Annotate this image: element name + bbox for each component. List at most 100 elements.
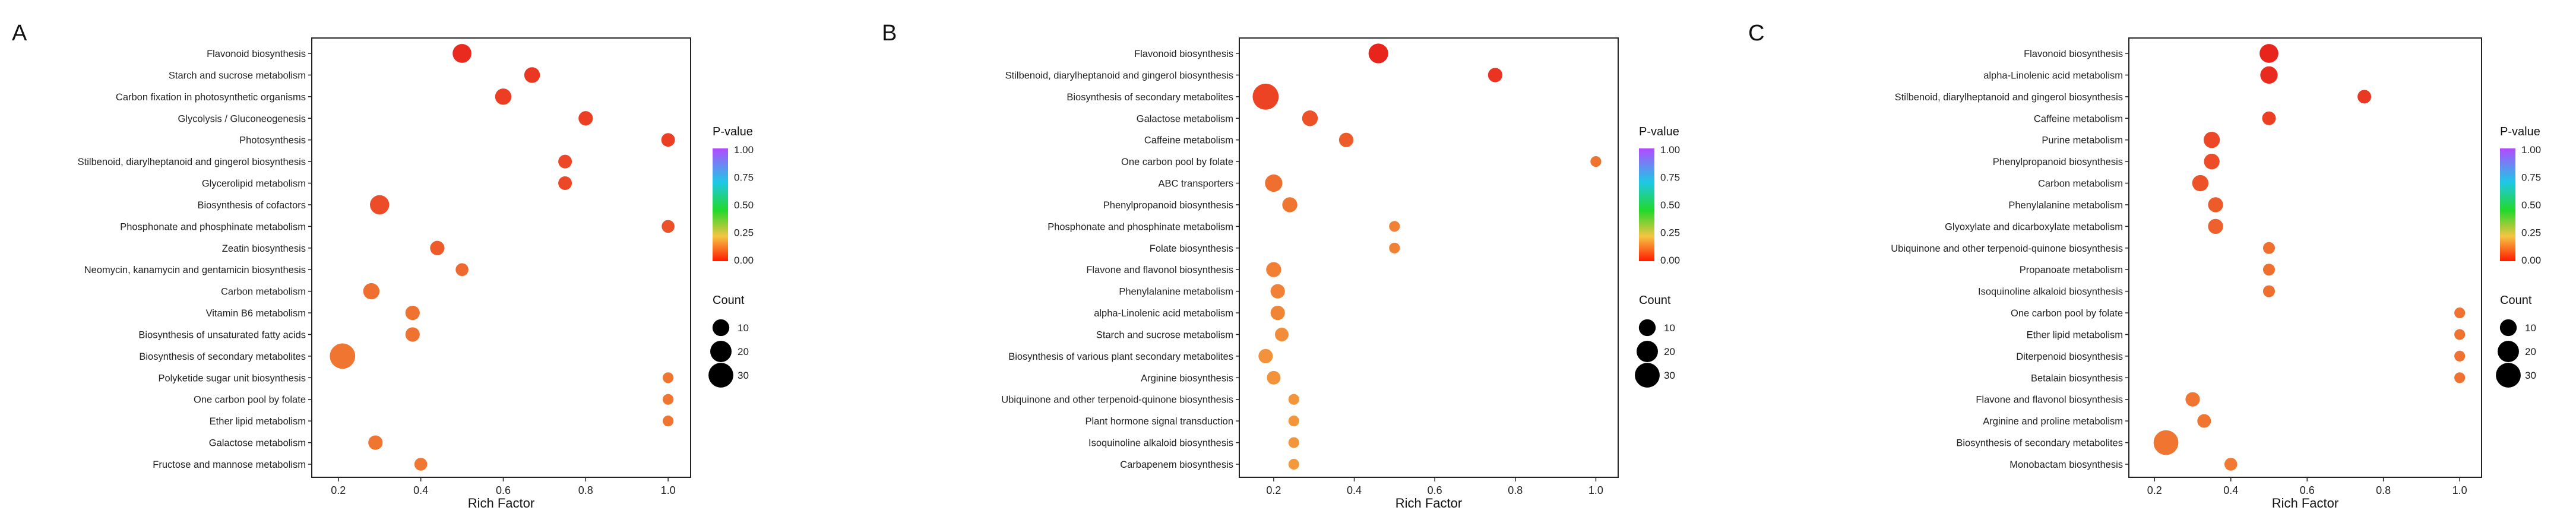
- data-point: [2454, 329, 2466, 340]
- data-point: [663, 372, 674, 383]
- term-label: Phenylalanine metabolism: [1119, 287, 1233, 297]
- term-label: Isoquinoline alkaloid biosynthesis: [1088, 438, 1233, 449]
- panel-b-marks: [1252, 43, 1602, 470]
- data-point: [2197, 414, 2211, 428]
- data-point: [2204, 153, 2220, 170]
- pvalue-tick-label: 0.00: [1660, 255, 1680, 266]
- term-label: Monobactam biosynthesis: [2009, 459, 2123, 470]
- pvalue-tick-label: 1.00: [1660, 144, 1680, 156]
- pvalue-tick-label: 1.00: [2521, 144, 2541, 156]
- pvalue-legend-title: P-value: [1639, 125, 1679, 138]
- count-legend-label: 30: [1664, 370, 1675, 381]
- term-label: Biosynthesis of various plant secondary …: [1008, 351, 1233, 362]
- panel-b-letter: B: [882, 21, 897, 46]
- data-point: [524, 67, 540, 83]
- data-point: [1267, 370, 1281, 385]
- term-label: Glyoxylate and dicarboxylate metabolism: [1945, 221, 2123, 232]
- data-point: [495, 88, 512, 105]
- data-point: [2357, 90, 2372, 104]
- count-legend-label: 10: [738, 322, 749, 334]
- data-point: [370, 195, 390, 215]
- data-point: [2454, 307, 2466, 319]
- term-label: Phenylalanine metabolism: [2008, 200, 2123, 211]
- panel-c-term-labels: Flavonoid biosynthesis alpha-Linolenic ac…: [1891, 49, 2129, 470]
- data-point: [2454, 372, 2466, 383]
- term-label: Biosynthesis of secondary metabolites: [1067, 92, 1233, 103]
- count-legend-dot: [712, 319, 730, 337]
- term-label: Flavonoid biosynthesis: [1134, 49, 1233, 59]
- term-label: Phenylpropanoid biosynthesis: [1103, 200, 1233, 211]
- pvalue-tick-label: 1.00: [734, 144, 754, 156]
- panel-a-x-axis-label: Rich Factor: [468, 496, 534, 511]
- panel-a-letter: A: [12, 21, 27, 46]
- x-tick-label: 0.2: [1266, 484, 1281, 496]
- data-point: [2208, 218, 2223, 234]
- panel-b-legend: P-value 1.00 0.75 0.50 0.25 0.00 Count 10 20 30: [1635, 125, 1680, 388]
- data-point: [1258, 348, 1273, 363]
- pvalue-tick-label: 0.75: [734, 172, 754, 183]
- count-legend-dot: [1635, 363, 1660, 388]
- x-tick-label: 0.8: [1508, 484, 1523, 496]
- term-label: One carbon pool by folate: [1121, 157, 1233, 167]
- panel-a-legend: P-value 1.00 0.75 0.50 0.25 0.00 Count 10 20 30: [708, 125, 754, 388]
- term-label: Glycolysis / Gluconeogenesis: [178, 113, 306, 124]
- panel-c-letter: C: [1748, 21, 1764, 46]
- term-label: Fructose and mannose metabolism: [153, 459, 306, 470]
- count-legend-title: Count: [713, 294, 745, 307]
- term-label: Zeatin biosynthesis: [222, 243, 306, 254]
- pvalue-tick-label: 0.50: [1660, 199, 1680, 211]
- x-tick-label: 0.6: [496, 484, 511, 496]
- data-point: [1368, 43, 1388, 64]
- data-point: [2259, 44, 2278, 63]
- data-point: [1389, 242, 1400, 253]
- count-legend-label: 30: [738, 370, 749, 381]
- term-label: Diterpenoid biosynthesis: [2016, 351, 2123, 362]
- pvalue-tick-label: 0.75: [2521, 172, 2541, 183]
- term-label: Phosphonate and phosphinate metabolism: [1048, 221, 1233, 232]
- data-point: [455, 263, 469, 277]
- term-label: Carbapenem biosynthesis: [1120, 459, 1233, 470]
- panel-b: B Flavonoid biosynthesis Stilbenoid, diar…: [882, 21, 1680, 511]
- data-point: [330, 343, 356, 369]
- term-label: alpha-Linolenic acid metabolism: [1094, 308, 1233, 319]
- panel-b-x-axis-label: Rich Factor: [1395, 496, 1462, 511]
- count-legend-label: 20: [2525, 346, 2536, 357]
- term-label: Arginine and proline metabolism: [1983, 416, 2123, 427]
- data-point: [368, 435, 383, 450]
- term-label: Galactose metabolism: [209, 438, 306, 449]
- term-label: Stilbenoid, diarylheptanoid and gingerol…: [1895, 92, 2123, 103]
- panel-c: C Flavonoid biosynthesis alpha-Linolenic …: [1748, 21, 2541, 511]
- data-point: [1288, 416, 1299, 427]
- count-legend-dot: [2498, 341, 2519, 362]
- term-label: Flavone and flavonol biosynthesis: [1976, 395, 2123, 405]
- pvalue-tick-label: 0.25: [2521, 227, 2541, 239]
- data-point: [1282, 197, 1298, 213]
- term-label: Ubiquinone and other terpenoid-quinone b…: [1891, 243, 2123, 254]
- count-legend-dot: [1637, 341, 1658, 362]
- count-legend-dot: [2496, 363, 2521, 388]
- term-label: Betalain biosynthesis: [2031, 373, 2123, 383]
- data-point: [2203, 131, 2220, 148]
- data-point: [2260, 66, 2278, 84]
- count-legend-label: 20: [738, 346, 749, 357]
- data-point: [2192, 175, 2209, 192]
- data-point: [1274, 327, 1289, 341]
- term-label: alpha-Linolenic acid metabolism: [1983, 70, 2123, 81]
- term-label: Folate biosynthesis: [1150, 243, 1233, 254]
- term-label: Starch and sucrose metabolism: [169, 70, 306, 81]
- data-point: [363, 283, 380, 300]
- data-point: [1302, 110, 1318, 126]
- term-label: Carbon metabolism: [221, 287, 306, 297]
- x-tick-label: 0.4: [2223, 484, 2238, 496]
- data-point: [2262, 111, 2276, 125]
- count-legend-dot: [2499, 319, 2517, 337]
- data-point: [558, 176, 572, 191]
- panel-a-term-labels: Flavonoid biosynthesis Starch and sucrose…: [78, 49, 312, 470]
- term-label: Polyketide sugar unit biosynthesis: [158, 373, 306, 383]
- term-label: Isoquinoline alkaloid biosynthesis: [1978, 287, 2123, 297]
- pvalue-colorbar: [713, 148, 728, 261]
- term-label: ABC transporters: [1158, 179, 1233, 189]
- panel-c-marks: [2153, 44, 2466, 471]
- term-label: Caffeine metabolism: [1144, 135, 1233, 146]
- data-point: [578, 111, 593, 126]
